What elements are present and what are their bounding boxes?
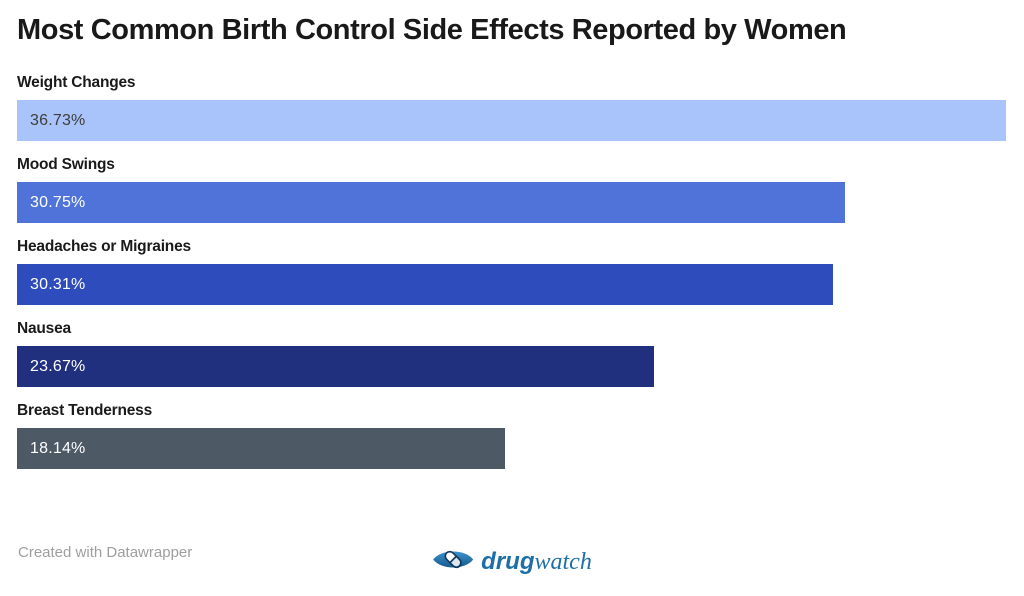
bar-row-mood-swings: Mood Swings 30.75% <box>17 155 1006 223</box>
bar-row-headaches-or-migraines: Headaches or Migraines 30.31% <box>17 237 1006 305</box>
bar-value-label: 30.31% <box>30 275 86 293</box>
chart-footer: Created with Datawrapper <box>0 536 1024 596</box>
bar-chart: Weight Changes 36.73% Mood Swings 30.75%… <box>17 73 1006 469</box>
bar-nausea: 23.67% <box>17 346 655 387</box>
brand-name-regular: watch <box>534 549 592 575</box>
chart-title: Most Common Birth Control Side Effects R… <box>17 14 847 46</box>
datawrapper-attribution-link[interactable]: Created with Datawrapper <box>18 544 193 561</box>
drugwatch-wordmark: drugwatch <box>481 542 592 582</box>
bar-headaches-or-migraines: 30.31% <box>17 264 834 305</box>
bar-mood-swings: 30.75% <box>17 182 845 223</box>
bar-weight-changes: 36.73% <box>17 100 1006 141</box>
bar-row-breast-tenderness: Breast Tenderness 18.14% <box>17 401 1006 469</box>
category-label: Weight Changes <box>17 74 136 91</box>
drugwatch-logo[interactable]: drugwatch <box>432 542 592 582</box>
bar-row-weight-changes: Weight Changes 36.73% <box>17 73 1006 141</box>
eye-pill-icon <box>432 544 474 580</box>
category-label: Breast Tenderness <box>17 402 153 419</box>
bar-breast-tenderness: 18.14% <box>17 428 506 469</box>
bar-value-label: 30.75% <box>30 193 86 211</box>
bar-row-nausea: Nausea 23.67% <box>17 319 1006 387</box>
bar-value-label: 36.73% <box>30 111 86 129</box>
brand-name-bold: drug <box>481 548 535 575</box>
bar-value-label: 23.67% <box>30 357 86 375</box>
bar-value-label: 18.14% <box>30 439 86 457</box>
category-label: Nausea <box>17 320 71 337</box>
category-label: Mood Swings <box>17 156 115 173</box>
category-label: Headaches or Migraines <box>17 238 191 255</box>
